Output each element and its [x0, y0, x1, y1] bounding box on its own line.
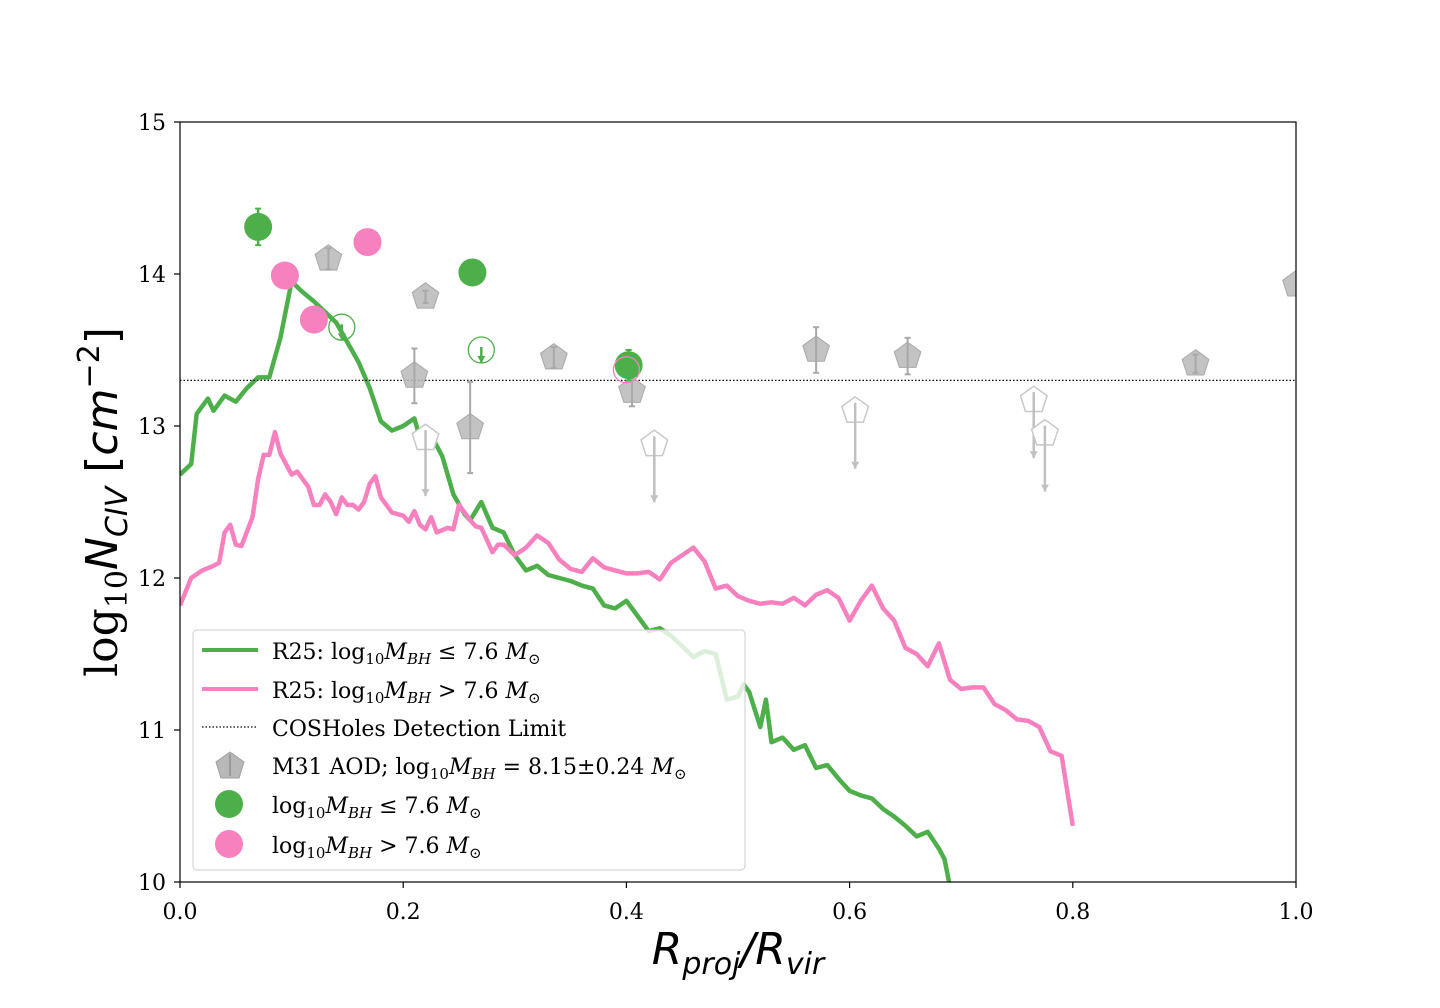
points-layer — [244, 207, 1296, 503]
legend-box — [192, 629, 746, 871]
green-upper-limit-arrow-head — [477, 356, 486, 363]
y-axis-ticks: 10 11 12 13 14 15 — [138, 111, 180, 896]
green-detection-marker — [458, 258, 487, 287]
x-axis-label: Rproj/Rvir — [652, 924, 826, 982]
x-tick-label: 0.8 — [1055, 900, 1090, 925]
plot-frame — [179, 121, 1297, 883]
y-tick-label: 10 — [138, 871, 166, 896]
legend-label-pink-circle: log10MBH > 7.6 M⊙ — [272, 834, 482, 862]
y-tick-label: 15 — [138, 111, 166, 136]
series-line-green — [180, 279, 952, 882]
pink-detection-marker — [299, 305, 328, 334]
x-tick-label: 0.0 — [163, 900, 198, 925]
legend-swatch-m31-pentagon — [215, 751, 245, 779]
legend-label-detection-limit: COSHoles Detection Limit — [272, 717, 566, 742]
legend-label-pink-line: R25: log10MBH > 7.6 M⊙ — [272, 679, 541, 707]
pink-upper-limit-marker — [612, 356, 641, 384]
y-tick-label: 14 — [138, 263, 166, 288]
legend-swatch-pink-circle — [215, 830, 243, 858]
y-tick-label: 12 — [138, 567, 166, 592]
y-axis-label: log10NCIV [cm−2] — [72, 327, 135, 677]
m31-upper-limit-arrow-head — [851, 461, 860, 469]
x-tick-label: 0.4 — [609, 900, 644, 925]
y-tick-label: 11 — [138, 719, 166, 744]
legend-swatch-green-circle — [215, 790, 243, 818]
x-tick-label: 0.2 — [386, 900, 421, 925]
series-layer — [180, 279, 1296, 882]
x-axis-ticks: 0.0 0.2 0.4 0.6 0.8 1.0 — [163, 882, 1314, 925]
green-upper-limit-arrow-head — [337, 333, 346, 341]
legend: R25: log10MBH ≤ 7.6 M⊙ R25: log10MBH > 7… — [192, 629, 746, 871]
series-line-pink — [180, 429, 1076, 827]
x-tick-label: 1.0 — [1279, 900, 1314, 925]
m31-upper-limit-arrow-head — [1029, 451, 1038, 459]
x-tick-label: 0.6 — [832, 900, 867, 925]
m31-detection-marker — [1282, 269, 1296, 297]
pink-detection-marker — [270, 261, 299, 290]
green-detection-marker — [244, 212, 273, 241]
y-tick-label: 13 — [138, 415, 166, 440]
legend-label-green-circle: log10MBH ≤ 7.6 M⊙ — [272, 794, 482, 822]
m31-upper-limit-arrow-head — [650, 495, 659, 503]
pink-detection-marker — [353, 228, 382, 257]
m31-upper-limit-arrow-head — [421, 489, 430, 497]
m31-upper-limit-arrow-head — [1040, 484, 1049, 492]
legend-label-green-line: R25: log10MBH ≤ 7.6 M⊙ — [272, 640, 541, 668]
